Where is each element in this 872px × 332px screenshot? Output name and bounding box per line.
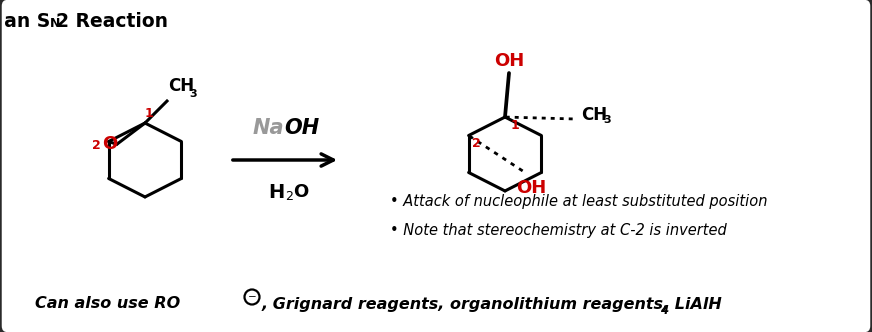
Text: , Grignard reagents, organolithium reagents, LiAlH: , Grignard reagents, organolithium reage… [262, 296, 723, 311]
Text: 1: 1 [145, 107, 153, 120]
Text: CH: CH [581, 106, 607, 124]
Text: 4: 4 [660, 303, 668, 316]
Text: −: − [248, 292, 256, 302]
Text: Na: Na [252, 118, 284, 138]
Text: O: O [102, 135, 118, 153]
Text: N: N [50, 17, 60, 30]
Text: H: H [269, 183, 285, 202]
Text: Can also use RO: Can also use RO [35, 296, 181, 311]
Text: 2: 2 [473, 137, 481, 150]
Text: Reactions of Epoxides Under Basic Conditions Proceed Via an S: Reactions of Epoxides Under Basic Condit… [0, 13, 50, 32]
Text: OH: OH [516, 179, 547, 197]
Text: CH: CH [168, 77, 194, 95]
Text: • Attack of nucleophile at least substituted position: • Attack of nucleophile at least substit… [390, 195, 767, 209]
Text: OH: OH [284, 118, 319, 138]
Text: OH: OH [494, 52, 524, 70]
Text: 2 Reaction: 2 Reaction [56, 13, 168, 32]
Text: $_2$O: $_2$O [285, 182, 310, 202]
Text: 1: 1 [511, 119, 520, 131]
Text: • Note that stereochemistry at C-2 is inverted: • Note that stereochemistry at C-2 is in… [390, 222, 726, 237]
Text: 2: 2 [92, 139, 101, 152]
Text: 3: 3 [603, 115, 610, 125]
Text: 3: 3 [189, 89, 196, 99]
